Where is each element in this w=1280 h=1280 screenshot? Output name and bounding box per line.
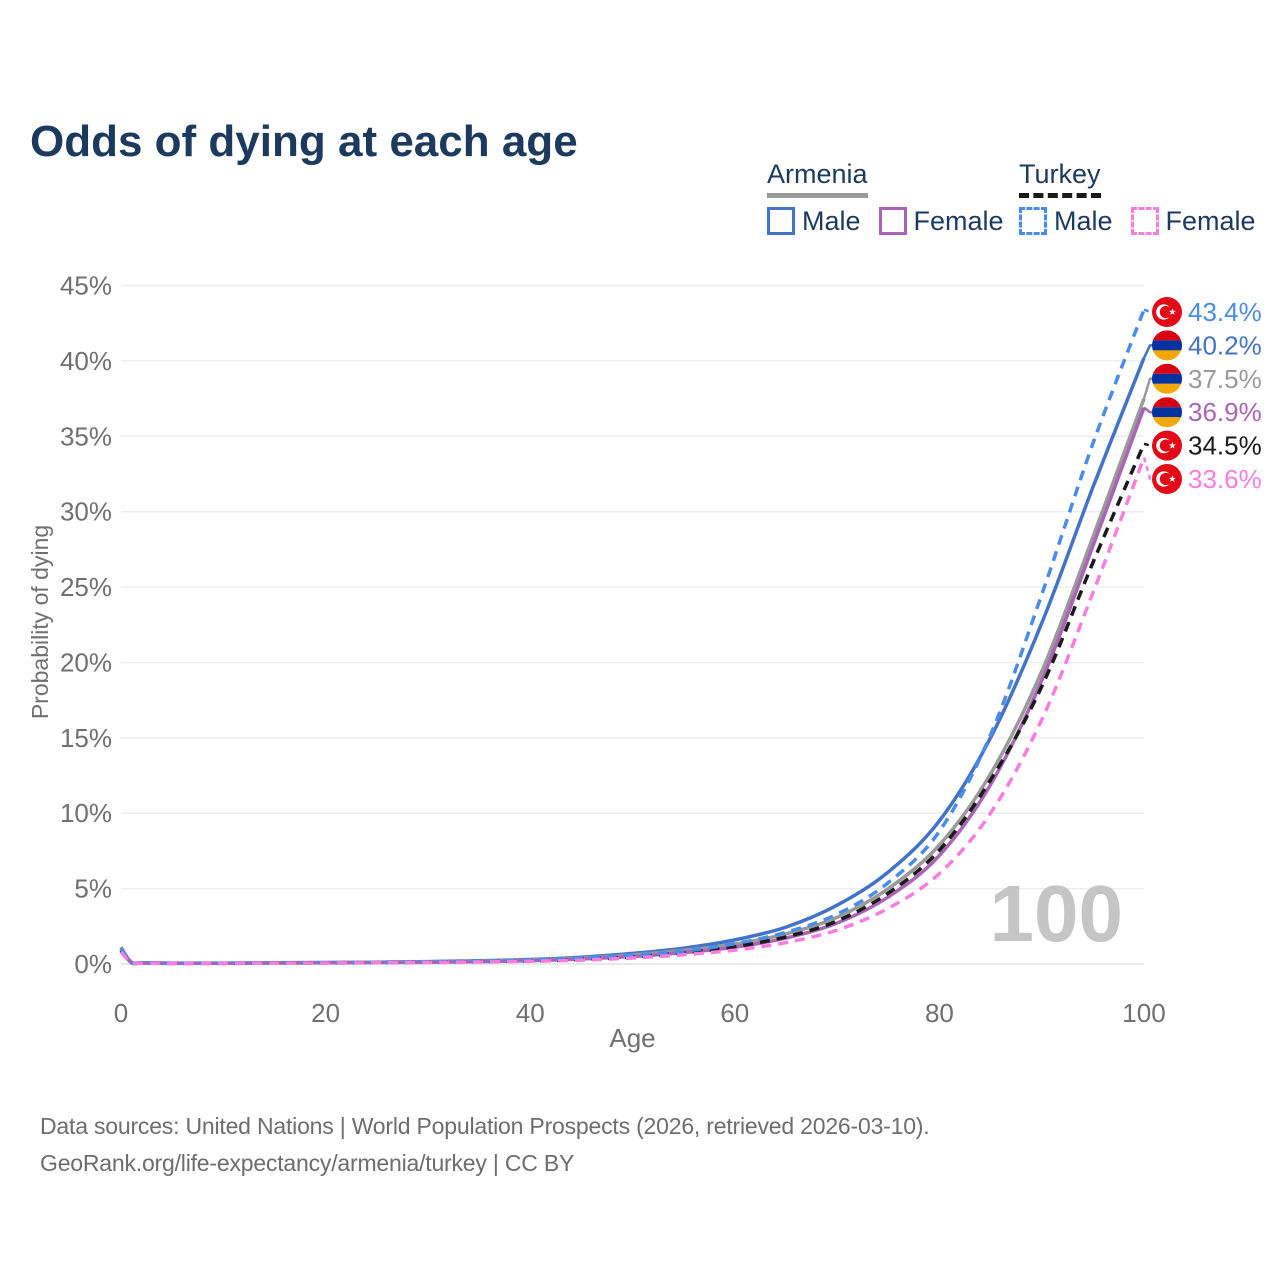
end-label-connector-turkey-both-sexes	[1143, 442, 1153, 447]
y-tick-label: 40%	[60, 346, 112, 376]
legend-armenia-header[interactable]: Armenia	[767, 159, 868, 198]
legend-group-armenia: Armenia Male Female	[767, 159, 1004, 237]
end-label-value-turkey-both-sexes: 34.5%	[1188, 431, 1262, 461]
end-label-value-armenia-female: 36.9%	[1188, 397, 1262, 427]
turkey-both-line-swatch	[1019, 192, 1101, 198]
turkey-female-swatch-icon	[1130, 207, 1159, 236]
legend-turkey-label: Turkey	[1019, 159, 1101, 189]
end-label-connector-armenia-both-sexes	[1142, 377, 1153, 399]
x-tick-label: 40	[516, 998, 545, 1028]
legend-group-turkey: Turkey Male Female	[1019, 159, 1256, 237]
legend-item-turkey-male[interactable]: Male	[1019, 206, 1113, 237]
turkey-male-swatch-icon	[1019, 207, 1047, 236]
x-tick-label: 20	[311, 998, 340, 1028]
flag-icon-armenia	[1152, 330, 1182, 361]
y-tick-label: 15%	[60, 723, 112, 753]
footer-source-line: Data sources: United Nations | World Pop…	[40, 1113, 930, 1139]
flag-icon-turkey	[1152, 430, 1182, 461]
end-label-value-armenia-male: 40.2%	[1188, 330, 1262, 360]
x-tick-label: 100	[1122, 998, 1165, 1028]
y-tick-label: 35%	[60, 421, 112, 451]
end-label-value-turkey-female: 33.6%	[1188, 464, 1262, 494]
armenia-female-swatch-icon	[878, 207, 907, 236]
y-tick-label: 5%	[74, 874, 112, 904]
flag-icon-turkey	[1152, 297, 1182, 327]
y-tick-label: 30%	[60, 497, 112, 527]
y-tick-label: 45%	[60, 271, 112, 301]
legend-turkey-header[interactable]: Turkey	[1019, 159, 1101, 198]
series-line-turkey-male[interactable]	[119, 308, 1146, 966]
armenia-both-line-swatch	[767, 192, 868, 198]
page-title: Odds of dying at each age	[30, 117, 578, 167]
legend-item-armenia-female[interactable]: Female	[878, 205, 1004, 237]
x-tick-label: 80	[925, 998, 954, 1028]
flag-icon-armenia	[1152, 363, 1182, 394]
end-label-value-turkey-male: 43.4%	[1188, 297, 1262, 327]
x-axis-label: Age	[609, 1023, 655, 1053]
end-label-connector-turkey-female	[1142, 457, 1153, 481]
watermark-age-100: 100	[990, 869, 1123, 958]
end-label-connector-armenia-male	[1142, 344, 1153, 359]
footer: Data sources: United Nations | World Pop…	[40, 1108, 930, 1182]
legend-item-armenia-male[interactable]: Male	[767, 206, 861, 237]
y-tick-label: 0%	[74, 949, 112, 979]
y-tick-label: 10%	[60, 798, 112, 828]
legend-armenia-female-label: Female	[913, 205, 1004, 236]
x-tick-label: 0	[114, 998, 128, 1028]
end-label-connector-turkey-male	[1143, 308, 1153, 314]
legend-armenia-male-label: Male	[802, 205, 861, 236]
legend-turkey-male-label: Male	[1054, 205, 1113, 236]
y-tick-label: 20%	[60, 647, 112, 677]
end-label-value-armenia-both-sexes: 37.5%	[1188, 364, 1262, 394]
flag-icon-armenia	[1152, 397, 1182, 428]
legend-armenia-label: Armenia	[767, 159, 868, 189]
series-line-turkey-female[interactable]	[119, 456, 1146, 966]
legend-items-turkey: Male Female	[1019, 206, 1256, 237]
end-label-connector-armenia-female	[1143, 406, 1153, 414]
flag-icon-turkey	[1152, 464, 1182, 494]
armenia-male-swatch-icon	[767, 207, 795, 236]
footer-link-line[interactable]: GeoRank.org/life-expectancy/armenia/turk…	[40, 1150, 575, 1176]
legend-items-armenia: Male Female	[767, 206, 1004, 237]
y-tick-label: 25%	[60, 572, 112, 602]
legend-item-turkey-female[interactable]: Female	[1130, 205, 1256, 237]
y-axis-label: Probability of dying	[27, 525, 53, 719]
legend-turkey-female-label: Female	[1165, 205, 1256, 236]
x-tick-label: 60	[720, 998, 749, 1028]
